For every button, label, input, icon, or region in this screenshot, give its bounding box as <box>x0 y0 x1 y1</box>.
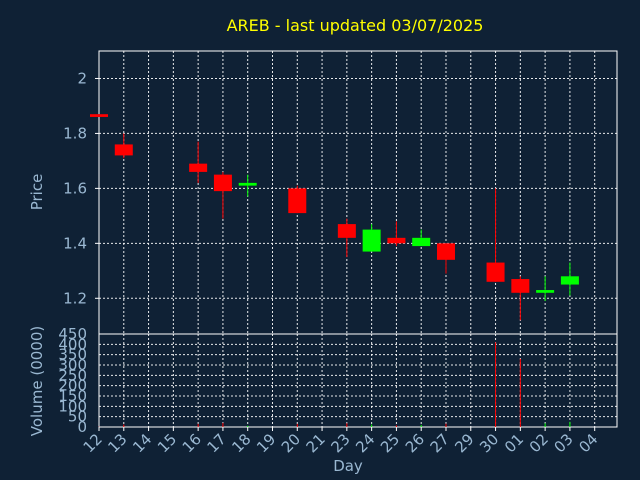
volume-tick-label: 200 <box>58 377 87 395</box>
x-axis-label: Day <box>333 457 363 475</box>
price-tick-label: 1.4 <box>63 234 87 252</box>
chart-title: AREB - last updated 03/07/2025 <box>227 16 484 35</box>
volume-panel-frame <box>98 333 618 428</box>
volume-tick-label: 100 <box>58 397 87 415</box>
volume-tick-label: 450 <box>58 325 87 343</box>
price-axis-label: Price <box>28 174 46 211</box>
candle-body <box>213 174 232 192</box>
volume-tick-label: 50 <box>68 408 87 426</box>
candle-body <box>486 262 505 282</box>
candle-body <box>536 290 555 293</box>
candle-body <box>238 182 257 186</box>
candles <box>90 114 579 321</box>
candle-body <box>90 114 108 117</box>
volume-bars <box>98 342 571 427</box>
candle-body <box>362 229 381 252</box>
candle-body <box>337 224 356 238</box>
volume-axis-label: Volume (0000) <box>28 326 46 436</box>
price-y-ticks: 1.2 1.4 1.6 1.8 2 <box>63 69 99 307</box>
volume-tick-label: 0 <box>77 418 87 436</box>
volume-tick-label: 300 <box>58 356 87 374</box>
candle-body <box>412 237 431 247</box>
candle-body <box>387 237 406 244</box>
candle-body <box>189 163 208 172</box>
volume-tick-label: 250 <box>58 366 87 384</box>
candle-body <box>288 188 307 214</box>
price-tick-label: 2 <box>77 69 87 87</box>
price-panel: 1.2 1.4 1.6 1.8 2 Price <box>28 50 618 335</box>
candle-body <box>560 276 579 285</box>
volume-tick-label: 150 <box>58 387 87 405</box>
volume-tick-label: 400 <box>58 335 87 353</box>
candle-body <box>511 279 530 293</box>
price-tick-label: 1.2 <box>63 289 87 307</box>
price-tick-label: 1.6 <box>63 179 87 197</box>
price-tick-label: 1.8 <box>63 124 87 142</box>
candle-body <box>114 144 133 156</box>
candle-body <box>436 243 455 260</box>
volume-tick-label: 350 <box>58 346 87 364</box>
